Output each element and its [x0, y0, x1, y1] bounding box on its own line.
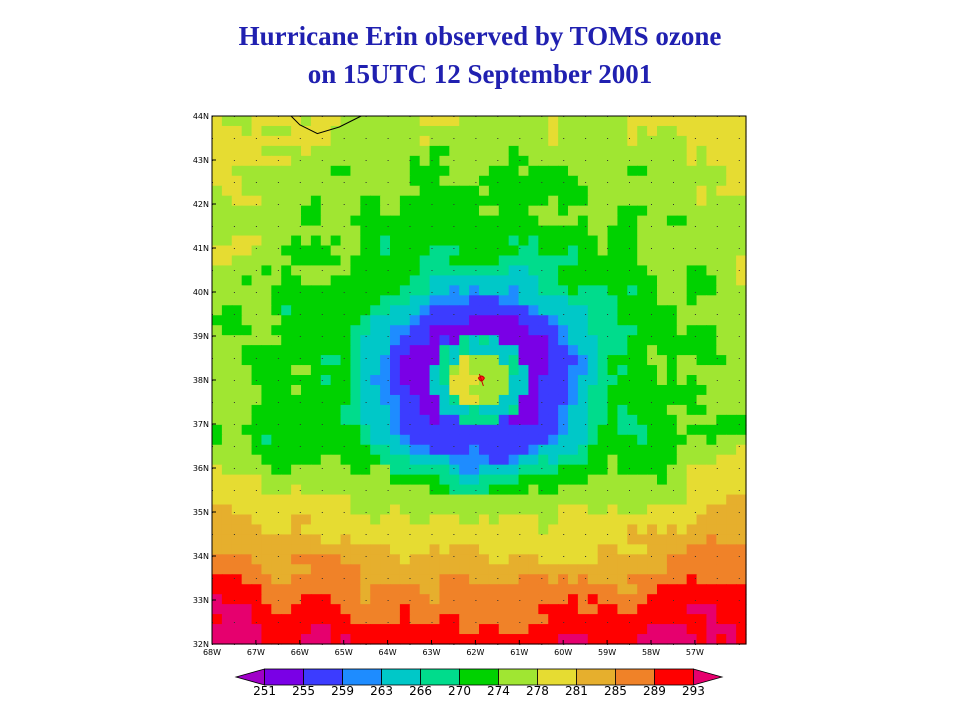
- colorbar-segment: [576, 668, 616, 686]
- colorbar-label: 289: [643, 684, 666, 698]
- lon-label: 66W: [291, 648, 309, 657]
- lon-label: 67W: [247, 648, 265, 657]
- colorbar-segment: [537, 668, 577, 686]
- lon-label: 62W: [466, 648, 484, 657]
- lat-label: 32N: [193, 640, 209, 649]
- grid-dots: [212, 116, 740, 645]
- lat-label: 37N: [193, 420, 209, 429]
- colorbar-segment: [303, 668, 343, 686]
- lat-label: 41N: [193, 244, 209, 253]
- colorbar-label: 293: [682, 684, 705, 698]
- colorbar-label: 270: [448, 684, 471, 698]
- lat-label: 39N: [193, 332, 209, 341]
- colorbar-label: 281: [565, 684, 588, 698]
- colorbar-label: 263: [370, 684, 393, 698]
- lon-label: 57W: [686, 648, 704, 657]
- colorbar-label: 274: [487, 684, 510, 698]
- colorbar-label: 259: [331, 684, 354, 698]
- lat-label: 35N: [193, 508, 209, 517]
- colorbar-segment: [693, 668, 724, 686]
- lat-label: 42N: [193, 200, 209, 209]
- lat-label: 44N: [193, 112, 209, 121]
- colorbar-label: 266: [409, 684, 432, 698]
- coastline: [290, 115, 362, 135]
- colorbar-label: 278: [526, 684, 549, 698]
- lon-label: 58W: [642, 648, 660, 657]
- colorbar: [234, 668, 724, 686]
- lat-label: 38N: [193, 376, 209, 385]
- colorbar-segment: [264, 668, 304, 686]
- colorbar-segment: [420, 668, 460, 686]
- colorbar-segment: [234, 668, 265, 686]
- lon-label: 68W: [203, 648, 221, 657]
- colorbar-segment: [498, 668, 538, 686]
- ozone-field: [212, 116, 747, 645]
- lon-label: 60W: [554, 648, 572, 657]
- lat-label: 34N: [193, 552, 209, 561]
- title-line-1: Hurricane Erin observed by TOMS ozone: [238, 21, 722, 51]
- colorbar-segment: [459, 668, 499, 686]
- hurricane-center-marker: [477, 373, 485, 387]
- lon-label: 63W: [422, 648, 440, 657]
- colorbar-segment: [381, 668, 421, 686]
- title-line-2: on 15UTC 12 September 2001: [307, 59, 653, 89]
- colorbar-segment: [615, 668, 655, 686]
- colorbar-label: 251: [253, 684, 276, 698]
- longitude-labels: 68W 67W 66W 65W 64W 63W 62W 61W 60W 59W 58W 57W: [203, 640, 704, 657]
- colorbar-segment: [654, 668, 694, 686]
- lon-label: 64W: [379, 648, 397, 657]
- lon-label: 59W: [598, 648, 616, 657]
- lat-label: 36N: [193, 464, 209, 473]
- lon-label: 65W: [335, 648, 353, 657]
- colorbar-segment: [342, 668, 382, 686]
- lat-label: 33N: [193, 596, 209, 605]
- lat-label: 43N: [193, 156, 209, 165]
- colorbar-label: 285: [604, 684, 627, 698]
- lon-label: 61W: [510, 648, 528, 657]
- latitude-labels: 44N 43N 42N 41N 40N 39N 38N 37N 36N 35N 34N 33N 32N: [193, 112, 216, 649]
- lat-label: 40N: [193, 288, 209, 297]
- colorbar-labels: 251 255 259 263 266 270 274 278 281 285 289 293: [253, 684, 705, 698]
- colorbar-label: 255: [292, 684, 315, 698]
